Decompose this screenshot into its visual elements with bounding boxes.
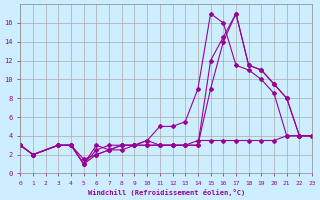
X-axis label: Windchill (Refroidissement éolien,°C): Windchill (Refroidissement éolien,°C) [88, 189, 245, 196]
